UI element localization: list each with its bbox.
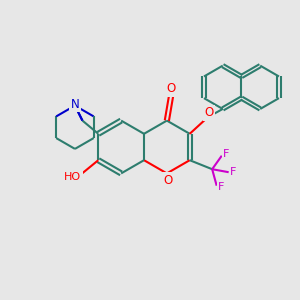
Text: F: F (223, 149, 230, 159)
Text: HO: HO (64, 172, 81, 182)
Text: F: F (230, 167, 236, 177)
Text: O: O (205, 106, 214, 119)
Text: N: N (70, 98, 79, 111)
Text: F: F (218, 182, 224, 192)
Text: O: O (167, 82, 176, 95)
Text: O: O (164, 173, 173, 187)
